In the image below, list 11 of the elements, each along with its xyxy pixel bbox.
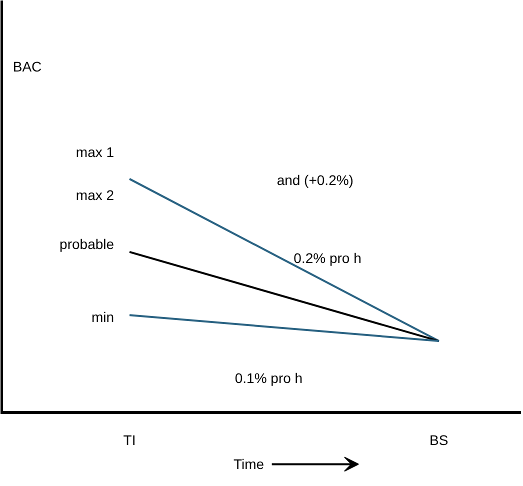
text: max 1 xyxy=(76,144,114,160)
annotation: max 2 xyxy=(76,187,114,204)
annotation: min xyxy=(91,309,114,326)
text: BAC xyxy=(12,58,42,75)
annotation: probable xyxy=(60,236,114,252)
annotation: and (+0.2%) xyxy=(276,172,354,188)
x-axis-title: Time xyxy=(234,456,264,472)
annotation: 0.1% pro h xyxy=(234,370,303,386)
annotation: 0.2% pro h xyxy=(294,250,362,266)
x-tick-label: TI xyxy=(123,432,136,448)
x-tick-label: BS xyxy=(430,432,448,448)
